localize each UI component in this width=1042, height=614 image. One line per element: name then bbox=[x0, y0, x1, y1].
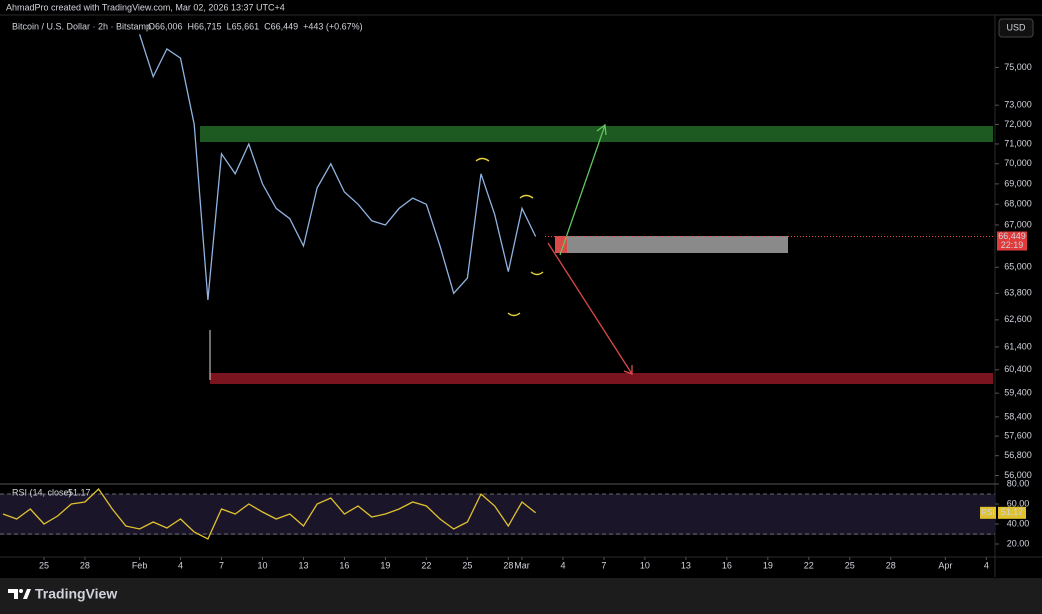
x-tick-label: 16 bbox=[339, 560, 349, 570]
rsi-tag: RSI bbox=[981, 508, 994, 517]
x-tick-label: 25 bbox=[39, 560, 49, 570]
support-zone bbox=[210, 373, 993, 384]
x-tick-label: Apr bbox=[938, 560, 952, 570]
rsi-band bbox=[0, 494, 995, 535]
currency-button[interactable]: USD bbox=[998, 18, 1034, 38]
last-price-box bbox=[997, 231, 1027, 251]
y-tick-label: 61,400 bbox=[1004, 341, 1032, 351]
logo-mark bbox=[8, 589, 18, 599]
x-tick-label: 4 bbox=[178, 560, 183, 570]
brand-logo: TradingView bbox=[8, 586, 117, 602]
y-tick-label: 40.00 bbox=[1007, 518, 1030, 528]
y-tick-label: 72,000 bbox=[1004, 119, 1032, 129]
y-tick-label: 60,400 bbox=[1004, 364, 1032, 374]
x-tick-label: 28 bbox=[80, 560, 90, 570]
y-tick-label: 62,600 bbox=[1004, 314, 1032, 324]
ohlc-value: +443 (+0.67%) bbox=[303, 21, 363, 31]
y-tick-label: 73,000 bbox=[1004, 100, 1032, 110]
x-tick-label: 4 bbox=[984, 560, 989, 570]
logo-mark bbox=[23, 589, 31, 599]
y-tick-label: 65,000 bbox=[1004, 262, 1032, 272]
rsi-last-value: 51.17 bbox=[68, 487, 91, 497]
ohlc-value: H66,715 bbox=[188, 21, 222, 31]
y-tick-label: 59,400 bbox=[1004, 388, 1032, 398]
arrows bbox=[547, 123, 633, 375]
y-tick-label: 70,000 bbox=[1004, 158, 1032, 168]
credit: AhmadPro created with TradingView.com, M… bbox=[6, 2, 285, 12]
swing-marker bbox=[475, 157, 490, 162]
up-arrow bbox=[559, 123, 607, 256]
y-tick-label: 56,000 bbox=[1004, 470, 1032, 480]
y-tick-label: 75,000 bbox=[1004, 62, 1032, 72]
x-tick-label: 4 bbox=[560, 560, 565, 570]
x-tick-label: 28 bbox=[886, 560, 896, 570]
y-tick-label: 63,800 bbox=[1004, 288, 1032, 298]
y-tick-label: 56,800 bbox=[1004, 450, 1032, 460]
x-tick-label: 22 bbox=[421, 560, 431, 570]
rsi-tag-box bbox=[980, 506, 996, 519]
last-price-label: 66,449 bbox=[998, 231, 1026, 241]
y-tick-label: 58,400 bbox=[1004, 411, 1032, 421]
ohlc-value: L65,661 bbox=[227, 21, 260, 31]
x-tick-label: 25 bbox=[845, 560, 855, 570]
y-tick-label: 68,000 bbox=[1004, 199, 1032, 209]
entry-box bbox=[555, 236, 567, 253]
resistance-zone bbox=[200, 126, 993, 142]
x-tick-label: 7 bbox=[219, 560, 224, 570]
x-tick-label: 19 bbox=[380, 560, 390, 570]
price-line bbox=[2, 488, 537, 540]
symbol-title: Bitcoin / U.S. Dollar · 2h · Bitstamp bbox=[12, 21, 151, 31]
x-tick-label: 19 bbox=[763, 560, 773, 570]
rsi-title: RSI (14, close) bbox=[12, 487, 72, 497]
ohlc-value: O66,006 bbox=[148, 21, 183, 31]
down-arrow bbox=[547, 242, 633, 375]
x-tick-label: 22 bbox=[804, 560, 814, 570]
currency[interactable]: USD bbox=[1006, 22, 1026, 32]
x-tick-label: Mar bbox=[514, 560, 530, 570]
swing-marker bbox=[507, 312, 521, 317]
y-tick-label: 71,000 bbox=[1004, 138, 1032, 148]
footer-bar bbox=[0, 578, 1042, 614]
countdown: 22:19 bbox=[1001, 240, 1024, 250]
x-tick-label: 28 bbox=[503, 560, 513, 570]
y-tick-label: 80.00 bbox=[1007, 478, 1030, 488]
ohlc-value: C66,449 bbox=[264, 21, 298, 31]
x-tick-label: 25 bbox=[462, 560, 472, 570]
swing-marker bbox=[519, 194, 534, 199]
range-box bbox=[555, 236, 788, 253]
x-tick-label: 10 bbox=[257, 560, 267, 570]
logo-mark bbox=[19, 589, 23, 593]
x-tick-label: 7 bbox=[601, 560, 606, 570]
y-tick-label: 20.00 bbox=[1007, 538, 1030, 548]
x-tick-label: 13 bbox=[298, 560, 308, 570]
brand: TradingView bbox=[35, 586, 117, 602]
currency-box[interactable] bbox=[998, 18, 1034, 38]
price-line bbox=[138, 34, 537, 300]
y-tick-label: 67,000 bbox=[1004, 219, 1032, 229]
x-tick-label: 10 bbox=[640, 560, 650, 570]
swing-markers bbox=[475, 157, 544, 317]
rsi-value: 51.17 bbox=[1001, 507, 1024, 517]
y-tick-label: 57,600 bbox=[1004, 431, 1032, 441]
y-tick-label: 69,000 bbox=[1004, 178, 1032, 188]
x-tick-label: 16 bbox=[722, 560, 732, 570]
x-tick-label: 13 bbox=[681, 560, 691, 570]
x-tick-label: Feb bbox=[132, 560, 148, 570]
y-tick-label: 60.00 bbox=[1007, 498, 1030, 508]
swing-marker bbox=[530, 271, 544, 276]
rsi-value-box bbox=[998, 506, 1026, 519]
